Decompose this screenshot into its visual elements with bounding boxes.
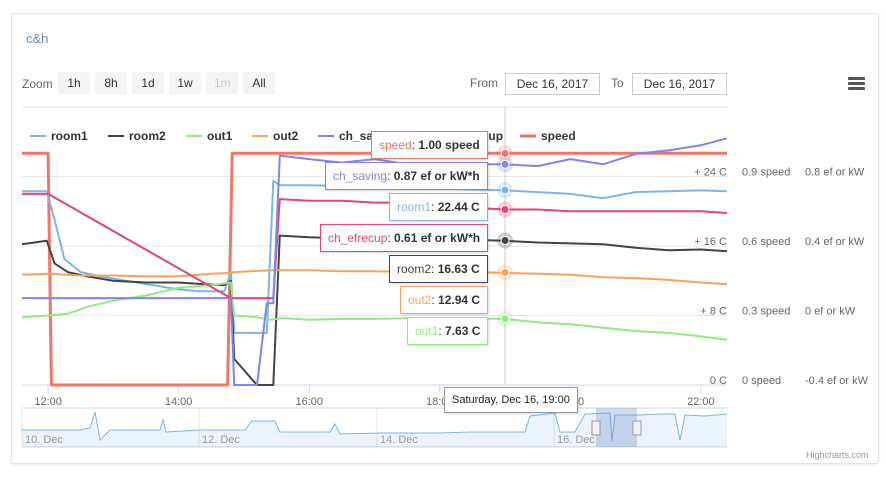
- from-date-input[interactable]: Dec 16, 2017: [505, 73, 600, 95]
- zoom-1h-button[interactable]: 1h: [58, 72, 90, 94]
- tooltip-speed: speed: 1.00 speed: [371, 131, 488, 159]
- zoom-1d-button[interactable]: 1d: [132, 72, 164, 94]
- tooltip-out1: out1: 7.63 C: [407, 317, 489, 345]
- zoom-1w-button[interactable]: 1w: [169, 72, 201, 94]
- tooltip-room1: room1: 22.44 C: [389, 193, 488, 221]
- tooltip-ch-saving: ch_saving: 0.87 ef or kW*h: [325, 162, 488, 190]
- tooltip-out2: out2: 12.94 C: [400, 286, 489, 314]
- chart-title: c&h: [26, 31, 49, 46]
- tooltip-series-name: ch_saving: [333, 169, 388, 183]
- to-date-input[interactable]: Dec 16, 2017: [632, 73, 727, 95]
- tooltip-series-name: ch_efrecup: [328, 231, 388, 245]
- hamburger-menu-icon[interactable]: [848, 77, 865, 91]
- tooltip-value: 0.61 ef or kW*h: [394, 231, 481, 245]
- to-label: To: [611, 76, 624, 90]
- tooltip-ch-efrecup: ch_efrecup: 0.61 ef or kW*h: [320, 224, 489, 252]
- tooltip-value: 1.00 speed: [418, 138, 480, 152]
- tooltip-series-name: out1: [415, 324, 439, 338]
- tooltip-series-name: speed: [379, 138, 412, 152]
- tooltip-value: 16.63 C: [437, 262, 480, 276]
- tooltip-value: 12.94 C: [438, 293, 481, 307]
- tooltip-series-name: room1: [397, 200, 432, 214]
- zoom-8h-button[interactable]: 8h: [95, 72, 127, 94]
- tooltip-room2: room2: 16.63 C: [389, 255, 488, 283]
- from-label: From: [470, 76, 498, 90]
- zoom-label: Zoom: [22, 77, 53, 91]
- tooltip-value: 0.87 ef or kW*h: [393, 169, 480, 183]
- tooltip-series-name: room2: [397, 262, 432, 276]
- zoom-all-button[interactable]: All: [243, 72, 275, 94]
- tooltip-series-name: out2: [408, 293, 432, 307]
- tooltip-value: 22.44 C: [437, 200, 480, 214]
- tooltip-value: 7.63 C: [445, 324, 481, 338]
- credits-link[interactable]: Highcharts.com: [806, 450, 869, 460]
- tooltip-x-header: Saturday, Dec 16, 19:00: [444, 387, 578, 413]
- zoom-1m-button: 1m: [206, 72, 238, 94]
